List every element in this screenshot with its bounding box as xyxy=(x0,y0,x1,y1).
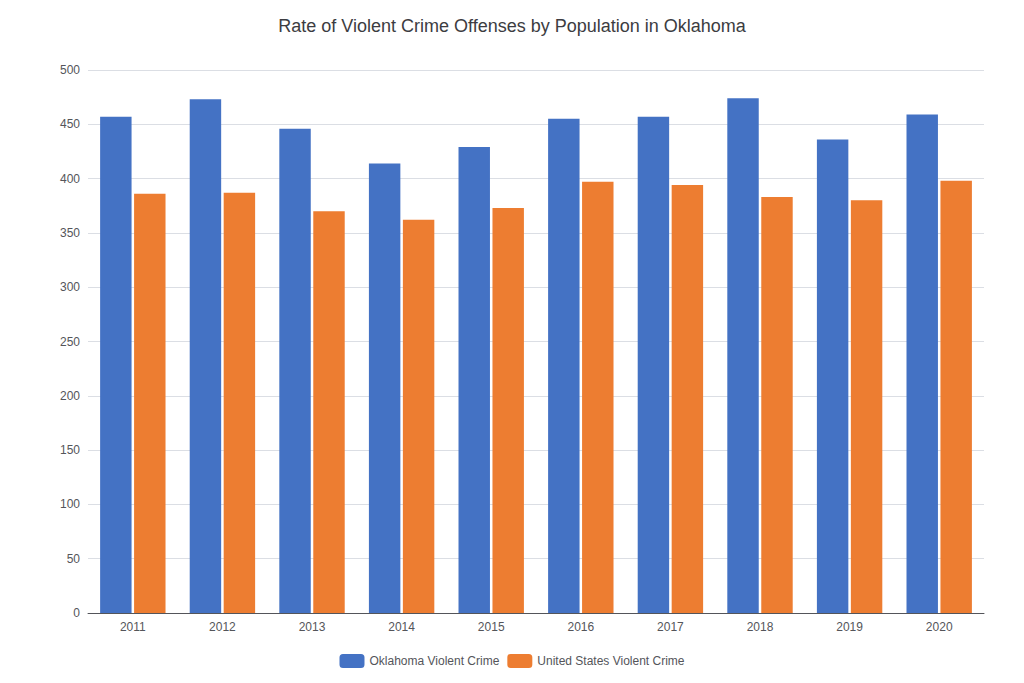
svg-text:2017: 2017 xyxy=(657,620,684,634)
svg-text:200: 200 xyxy=(60,389,80,403)
svg-text:2011: 2011 xyxy=(120,620,146,634)
svg-text:0: 0 xyxy=(73,606,80,620)
svg-text:2020: 2020 xyxy=(926,620,953,634)
svg-text:2016: 2016 xyxy=(567,620,594,634)
svg-text:Oklahoma Violent Crime: Oklahoma Violent Crime xyxy=(369,654,499,668)
svg-text:Rate of Violent Crime Offenses: Rate of Violent Crime Offenses by Popula… xyxy=(278,16,747,36)
svg-text:350: 350 xyxy=(60,226,80,240)
svg-text:2018: 2018 xyxy=(747,620,774,634)
svg-text:500: 500 xyxy=(60,63,80,77)
svg-text:2014: 2014 xyxy=(388,620,415,634)
svg-text:2013: 2013 xyxy=(299,620,326,634)
svg-text:2019: 2019 xyxy=(836,620,863,634)
svg-text:100: 100 xyxy=(60,497,80,511)
svg-text:400: 400 xyxy=(60,172,80,186)
svg-text:United States Violent Crime: United States Violent Crime xyxy=(537,654,685,668)
svg-text:150: 150 xyxy=(60,443,80,457)
svg-text:2015: 2015 xyxy=(478,620,505,634)
svg-text:2012: 2012 xyxy=(209,620,236,634)
svg-text:50: 50 xyxy=(67,552,81,566)
svg-text:450: 450 xyxy=(60,117,80,131)
svg-text:250: 250 xyxy=(60,335,80,349)
svg-text:300: 300 xyxy=(60,280,80,294)
